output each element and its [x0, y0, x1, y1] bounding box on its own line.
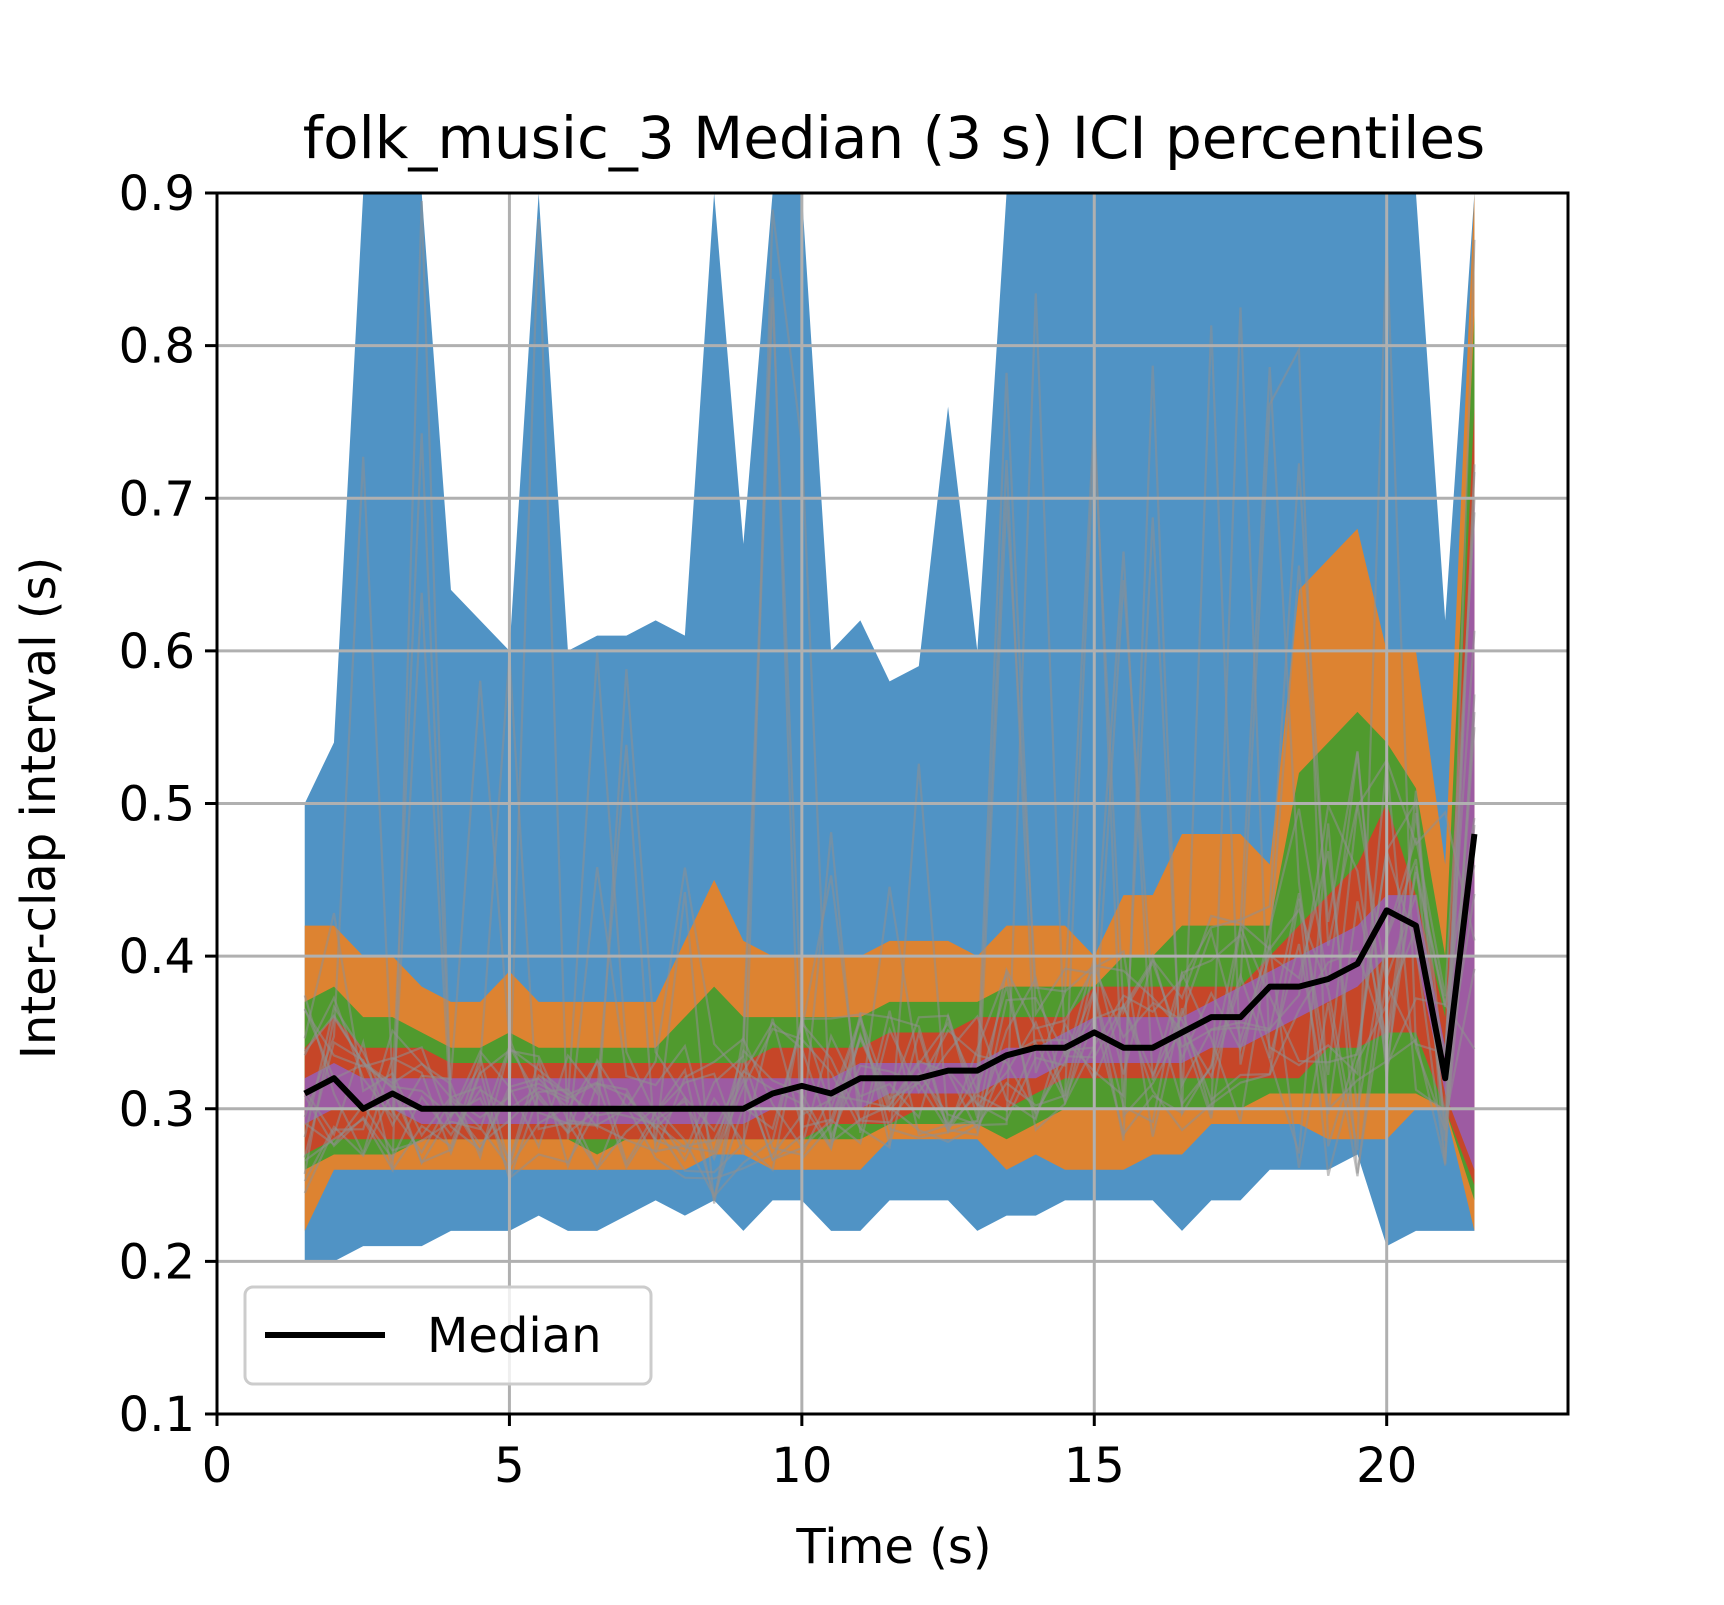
- band-30-70: [304, 406, 1475, 1186]
- chart-title: folk_music_3 Median (3 s) ICI percentile…: [303, 104, 1486, 172]
- plot-frame: [215, 191, 1570, 1416]
- y-tick-label: 0.4: [119, 929, 195, 985]
- y-tick-label: 0.6: [119, 624, 195, 680]
- legend-frame: [243, 1285, 653, 1386]
- individual-traces: [303, 200, 1476, 1204]
- individual-trace: [304, 307, 1476, 1153]
- individual-trace: [303, 565, 1476, 1161]
- y-axis-label: Inter-clap interval (s): [11, 557, 67, 1060]
- individual-trace: [303, 242, 1476, 1162]
- y-tick-label: 0.8: [119, 319, 195, 375]
- x-tick-label: 0: [202, 1438, 233, 1494]
- legend-median-label: Median: [427, 1308, 602, 1364]
- individual-trace: [303, 297, 1476, 1172]
- median-series: [303, 833, 1478, 1112]
- y-tick-label: 0.9: [119, 166, 195, 222]
- x-tick-label: 10: [771, 1438, 832, 1494]
- y-tick-label: 0.3: [119, 1082, 195, 1138]
- y-tick-label: 0.5: [119, 777, 195, 833]
- y-tick-label: 0.2: [119, 1234, 195, 1290]
- axes: 0 5 10 15 20 0.1 0.2 0.3 0.4 0.5 0.6 0.7 0.8 0.9: [119, 166, 1570, 1494]
- y-tick-label: 0.1: [119, 1387, 195, 1443]
- band-40-60: [304, 498, 1475, 1170]
- x-tick-label: 20: [1356, 1438, 1417, 1494]
- individual-trace: [303, 463, 1476, 1184]
- y-tick-label: 0.7: [119, 471, 195, 527]
- median-line: [303, 833, 1478, 1112]
- x-tick-label: 15: [1064, 1438, 1125, 1494]
- legend[interactable]: Median: [243, 1285, 653, 1386]
- individual-trace: [303, 592, 1476, 1199]
- x-axis-label: Time (s): [795, 1519, 991, 1575]
- x-tick-label: 5: [494, 1438, 525, 1494]
- individual-trace: [303, 219, 1476, 1194]
